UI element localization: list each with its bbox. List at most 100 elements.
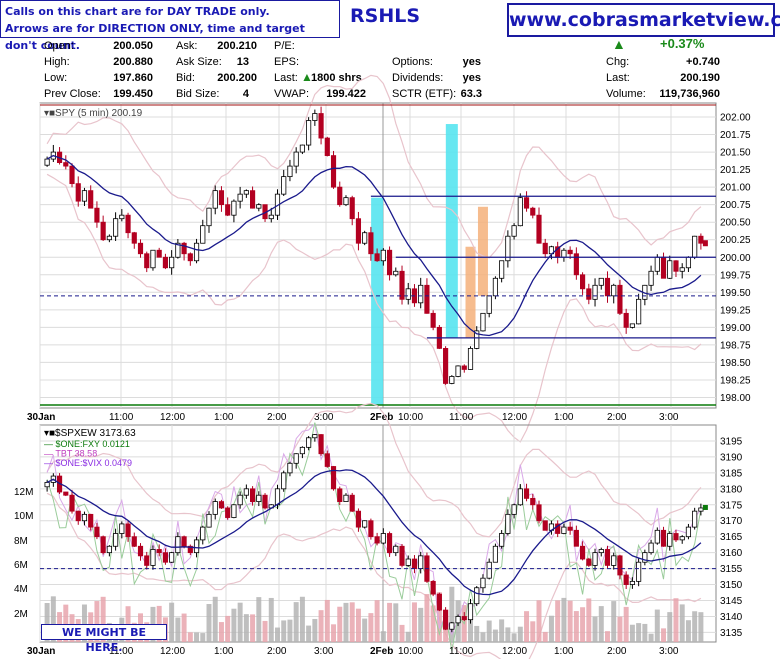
candle-body	[75, 183, 81, 202]
candle-body	[555, 246, 561, 258]
candle-body	[268, 504, 274, 509]
x-tick-label: 12:00	[160, 646, 185, 657]
candle-body	[100, 536, 106, 554]
x-tick-label: 1:00	[214, 646, 234, 657]
volume-bar	[561, 597, 567, 642]
candle-body	[467, 348, 474, 370]
y-tick-label: 3180	[720, 484, 743, 495]
candle-body	[262, 204, 268, 220]
options-value: yes	[462, 56, 481, 68]
candle-body	[56, 151, 63, 163]
y-tick-label: 201.25	[720, 165, 751, 176]
x-tick-label: 2:00	[267, 646, 287, 657]
chg-up-icon: ▲	[612, 36, 626, 52]
candle-body	[517, 197, 523, 227]
candle-body	[580, 274, 586, 290]
candle-body	[611, 284, 617, 297]
candle-body	[667, 533, 673, 547]
candle-body	[623, 574, 629, 585]
candle-body	[330, 466, 337, 490]
bid-value: 200.200	[217, 72, 257, 84]
candle-body	[679, 267, 685, 272]
candle-body	[175, 242, 181, 258]
dividends-label: Dividends:	[392, 72, 444, 84]
candle-body	[505, 235, 511, 262]
volume-bar	[685, 620, 691, 642]
site-banner[interactable]: www.cobrasmarketview.com	[507, 3, 780, 37]
low-label: Low:	[44, 72, 68, 84]
candle-body	[274, 488, 281, 506]
bid-label: Bid:	[176, 72, 195, 84]
candle-body	[349, 494, 355, 512]
volume-bar	[542, 631, 548, 642]
candle-body	[517, 488, 523, 506]
candle-body	[81, 190, 88, 202]
candle-body	[648, 542, 654, 554]
candle-body	[212, 501, 218, 515]
candle-body	[144, 253, 150, 269]
volume-bar	[250, 614, 256, 642]
candle-body	[187, 253, 193, 262]
candle-body	[293, 151, 299, 167]
candle-body	[193, 539, 200, 554]
candle-body	[256, 204, 262, 209]
candle-body	[393, 545, 399, 554]
candle-body	[424, 555, 430, 582]
candle-body	[181, 536, 187, 547]
chart-title: ▾■$SPXEW 3173.63	[44, 428, 136, 439]
candle-body	[474, 587, 480, 605]
candle-body	[63, 491, 69, 496]
volume-bar	[169, 602, 175, 642]
y-tick-label: 3150	[720, 580, 743, 591]
volume-bar	[337, 606, 343, 642]
candle-body	[586, 558, 592, 566]
y-tick-label: 3165	[720, 532, 743, 543]
open-label: Open:	[44, 40, 74, 52]
candle-body	[455, 616, 461, 624]
y-tick-label: 198.00	[720, 393, 751, 404]
candle-body	[318, 113, 324, 139]
bid-size-value: 4	[242, 88, 249, 100]
candle-body	[56, 475, 63, 493]
open-value: 200.050	[113, 40, 153, 52]
candle-body	[673, 260, 679, 272]
volume-bar	[299, 596, 305, 642]
volume-tick-label: 4M	[14, 584, 28, 595]
candle-body	[206, 513, 212, 528]
volume-bar	[673, 598, 679, 642]
candle-body	[355, 510, 362, 528]
candle-body	[200, 225, 206, 244]
ask-size-label: Ask Size:	[176, 56, 222, 68]
candle-body	[480, 312, 486, 332]
candle-body	[486, 561, 492, 579]
candle-body	[374, 536, 380, 544]
candle-body	[299, 446, 305, 455]
volume-bar	[511, 633, 517, 642]
x-tick-label: 2Feb	[370, 412, 393, 423]
candle-body	[63, 162, 69, 167]
candle-body	[399, 545, 405, 566]
volume-bar	[617, 616, 623, 642]
x-tick-label: 30Jan	[27, 412, 55, 423]
last-shares-value: 1800 shrs	[311, 72, 362, 84]
candle-body	[69, 494, 75, 512]
volume-bar	[343, 602, 349, 642]
volume-bar	[393, 603, 399, 642]
candle-body	[75, 510, 81, 522]
candle-body	[88, 513, 94, 528]
candle-body	[654, 256, 660, 272]
x-tick-label: 2:00	[607, 646, 627, 657]
volume-bar	[580, 607, 586, 642]
candle-body	[150, 249, 156, 269]
chg-value: +0.740	[686, 56, 720, 68]
volume-bar	[268, 597, 274, 642]
volume-bar	[530, 621, 536, 642]
legend-entry: — $ONE:FXY 0.0121	[44, 439, 130, 449]
volume-value: 119,736,960	[659, 88, 720, 100]
candle-body	[548, 523, 555, 531]
volume-bar	[243, 614, 249, 642]
y-tick-label: 3140	[720, 612, 743, 623]
chg-label: Chg:	[606, 56, 630, 68]
candle-body	[405, 288, 411, 300]
candle-body	[598, 277, 604, 286]
